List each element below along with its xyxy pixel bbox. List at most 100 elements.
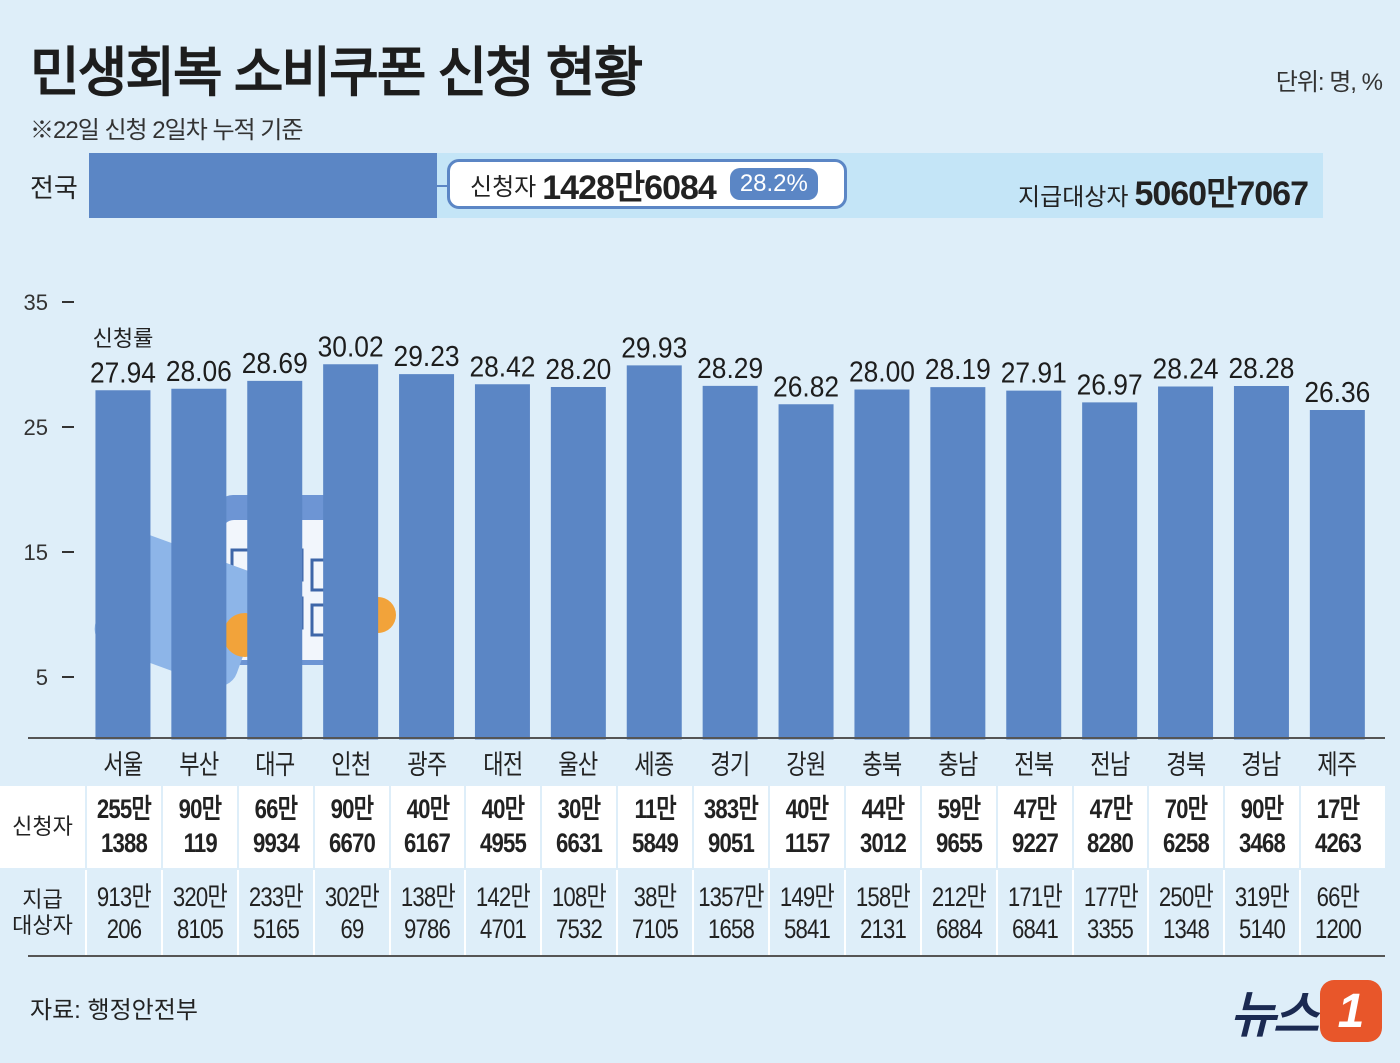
target-value: 233만 (248, 881, 304, 912)
bar-경북 (1158, 386, 1214, 740)
applicants-value: 6670 (328, 828, 376, 858)
target-value: 250만 (1159, 881, 1214, 912)
region-name-cell: 부산 (161, 738, 237, 786)
target-value: 206 (106, 914, 142, 944)
applicants-row: 신청자 255만 1388 90만 119 66만 9934 90만 6670 40만 6167 4… (0, 786, 1385, 868)
target-value: 302만 (324, 881, 380, 912)
region-name-cell: 인천 (313, 738, 389, 786)
bar-value-label: 27.94 (90, 357, 156, 389)
region-name-cell: 경남 (1223, 738, 1299, 786)
target-value: 5841 (783, 914, 831, 944)
target-value: 1658 (708, 914, 755, 944)
applicants-value: 40만 (406, 794, 449, 825)
region-name-cell: 충남 (920, 738, 996, 786)
region-name: 경북 (1165, 749, 1206, 780)
target-value: 142만 (476, 881, 531, 912)
y-tick-label: 5 (36, 665, 48, 690)
bar-충북 (854, 389, 910, 740)
target-value: 108만 (552, 881, 607, 912)
bar-value-label: 28.19 (925, 354, 991, 386)
bar-value-label: 27.91 (1001, 358, 1067, 390)
bar-전북 (1006, 390, 1062, 740)
bar-서울 (95, 390, 151, 740)
applicants-value: 119 (183, 828, 217, 858)
applicants-value: 6258 (1163, 828, 1210, 858)
applicants-cell: 17만 4263 (1299, 786, 1375, 868)
target-value: 7532 (556, 914, 603, 944)
target-cell: 320만 8105 (160, 870, 237, 956)
region-name-cell: 세종 (616, 738, 692, 786)
unit-label: 단위: 명, % (1275, 69, 1383, 96)
applicants-value: 40만 (482, 794, 525, 825)
target-cell: 66만 1200 (1299, 870, 1375, 956)
region-name-cell: 대구 (237, 738, 313, 786)
target-value: 171만 (1007, 881, 1063, 912)
target-value: 5140 (1239, 914, 1286, 944)
target-cell: 212만 6884 (919, 870, 996, 956)
region-name-cell: 전남 (1072, 738, 1148, 786)
bar-부산 (171, 388, 227, 740)
target-value: 66만 (1316, 881, 1360, 912)
target-value: 5060만7067 (1134, 175, 1309, 213)
y-tick-label: 25 (24, 415, 48, 440)
target-value: 177만 (1083, 881, 1139, 912)
page-title: 민생회복 소비쿠폰 신청 현황 (30, 43, 643, 103)
bar-value-label: 30.02 (318, 331, 384, 363)
target-value: 6841 (1011, 914, 1059, 944)
region-name: 경남 (1241, 749, 1282, 780)
applicants-cell: 47만 8280 (1071, 786, 1148, 868)
region-name: 전북 (1014, 749, 1054, 780)
region-name: 충북 (862, 749, 902, 780)
y-tick-label: 35 (24, 290, 48, 315)
applicants-value: 8280 (1087, 828, 1135, 858)
bars: 27.94 28.06 28.69 30.02 29.23 28.42 28.20 29.93… (90, 331, 1370, 740)
target-cell: 233만 5165 (236, 870, 313, 956)
target-cell: 1357만 1658 (692, 870, 768, 956)
region-name: 인천 (331, 749, 371, 780)
target-value: 6884 (935, 914, 983, 944)
applicants-cell: 90만 6670 (312, 786, 389, 868)
region-name: 광주 (406, 749, 447, 780)
target-cell: 138만 9786 (388, 870, 465, 956)
region-name: 경기 (710, 749, 751, 780)
applicants-value: 40만 (785, 794, 829, 825)
region-name-cell: 강원 (768, 738, 844, 786)
region-name: 제주 (1317, 749, 1358, 780)
region-name-cell: 광주 (389, 738, 465, 786)
target-cell: 913만 206 (85, 870, 161, 956)
divider (28, 737, 1385, 739)
applicants-value: 90만 (1241, 794, 1284, 825)
target-cell: 302만 69 (312, 870, 389, 956)
bar-광주 (399, 374, 455, 740)
applicants-cell: 40만 1157 (768, 786, 844, 868)
applicants-cell: 44만 3012 (843, 786, 920, 868)
target-value: 319만 (1235, 881, 1290, 912)
national-applicants-box: 신청자 1428만6084 28.2% (447, 159, 847, 209)
bar-울산 (550, 387, 606, 740)
applicants-cell: 255만 1388 (85, 786, 161, 868)
bar-인천 (323, 364, 379, 740)
bar-세종 (626, 365, 682, 740)
bar-value-label: 28.06 (166, 356, 232, 388)
applicants-value: 255만 (96, 794, 152, 825)
target-cell: 171만 6841 (995, 870, 1072, 956)
region-name: 서울 (103, 749, 143, 780)
applicants-value: 44만 (861, 794, 905, 825)
region-name: 부산 (179, 749, 219, 780)
region-name: 강원 (786, 749, 826, 780)
region-name: 전남 (1089, 749, 1130, 780)
target-value: 4701 (480, 914, 527, 944)
region-name: 대구 (255, 749, 295, 780)
bar-chart: 5 15 25 35 27.94 28.06 28.69 30.02 29.23 28.42 28… (24, 290, 1370, 740)
region-name-cell: 경기 (692, 738, 768, 786)
applicants-value: 1388 (100, 828, 148, 858)
target-value: 1200 (1315, 914, 1362, 944)
applicants-value: 90만 (178, 794, 222, 825)
bar-value-label: 29.93 (621, 332, 687, 364)
target-cell: 158만 2131 (843, 870, 920, 956)
connector-line (406, 185, 448, 187)
applicants-value: 1157 (784, 828, 831, 858)
target-value: 212만 (931, 881, 987, 912)
applicants-value: 4263 (1315, 828, 1362, 858)
region-name: 대전 (482, 749, 523, 780)
